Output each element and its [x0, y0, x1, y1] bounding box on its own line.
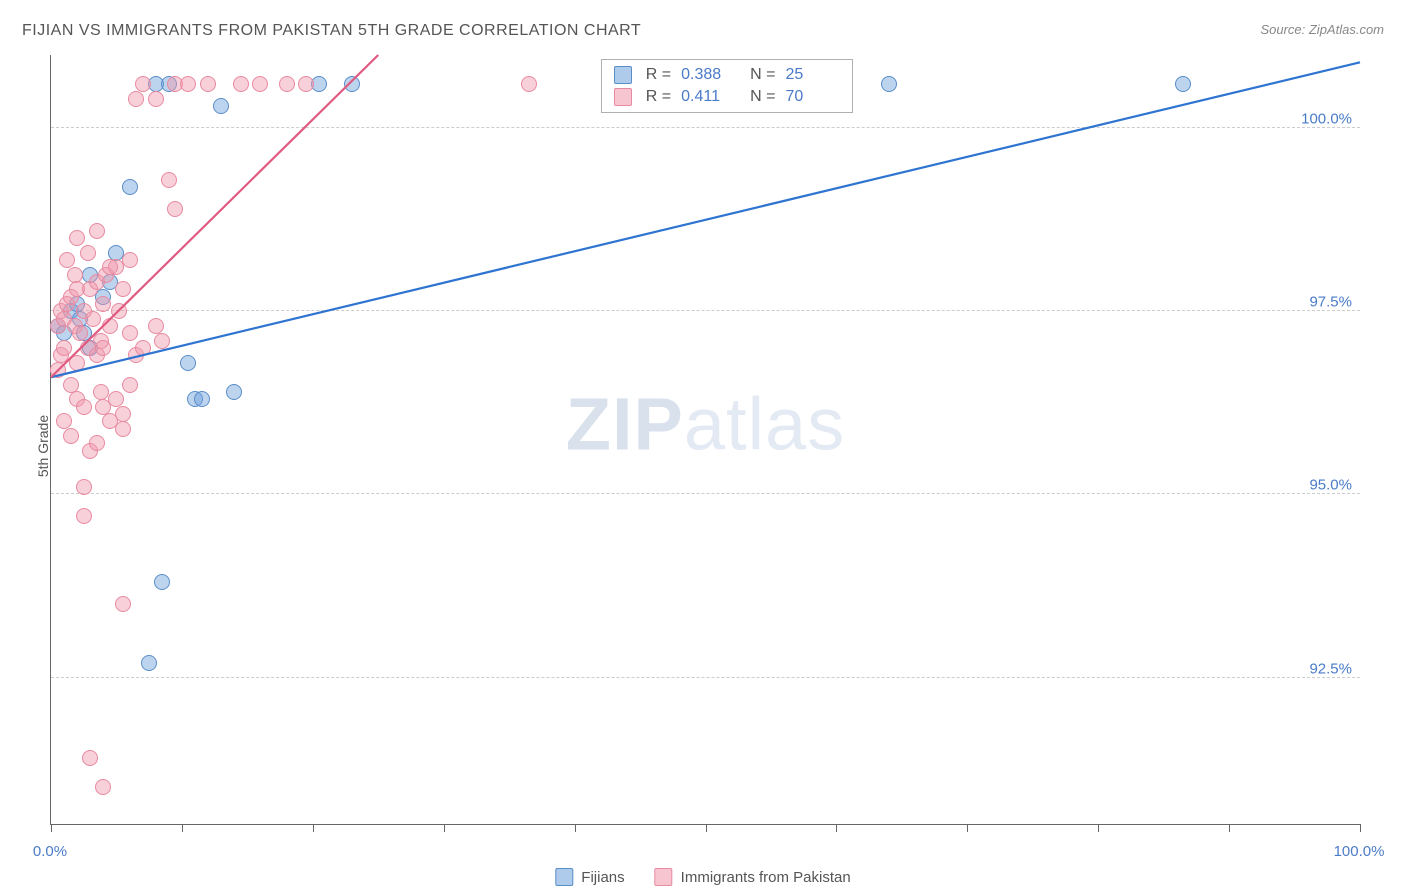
stat-row: R = 0.388 N = 25 — [602, 64, 853, 86]
legend-item-pakistan: Immigrants from Pakistan — [655, 868, 851, 886]
stat-row: R = 0.411 N = 70 — [602, 86, 853, 108]
xtick — [51, 824, 52, 832]
stat-r-value: 0.411 — [681, 88, 736, 106]
y-axis-label: 5th Grade — [35, 415, 51, 477]
legend-label: Fijians — [581, 869, 624, 886]
stat-r-label: R = — [646, 88, 671, 106]
xtick-label: 100.0% — [1334, 843, 1385, 860]
legend-swatch-pink — [655, 868, 673, 886]
xtick — [313, 824, 314, 832]
stat-legend: R = 0.388 N = 25 R = 0.411 N = 70 — [601, 59, 854, 113]
chart-title: FIJIAN VS IMMIGRANTS FROM PAKISTAN 5TH G… — [22, 22, 641, 40]
plot-area: ZIPatlas 92.5%95.0%97.5%100.0%R =0.388N … — [50, 55, 1360, 825]
stat-n-value: 70 — [785, 88, 840, 106]
stat-n-label: N = — [750, 88, 775, 106]
xtick-label: 0.0% — [33, 843, 67, 860]
xtick — [1360, 824, 1361, 832]
stat-r-label: R = — [646, 66, 671, 84]
xtick — [444, 824, 445, 832]
stat-n-value: 25 — [785, 66, 840, 84]
stat-swatch — [614, 88, 632, 106]
trend-lines — [51, 55, 1360, 824]
stat-swatch — [614, 66, 632, 84]
source-label: Source: ZipAtlas.com — [1260, 22, 1384, 37]
xtick — [706, 824, 707, 832]
legend-item-fijians: Fijians — [555, 868, 624, 886]
xtick — [967, 824, 968, 832]
legend-swatch-blue — [555, 868, 573, 886]
stat-r-value: 0.388 — [681, 66, 736, 84]
stat-n-label: N = — [750, 66, 775, 84]
xtick — [1229, 824, 1230, 832]
xtick — [182, 824, 183, 832]
xtick — [575, 824, 576, 832]
xtick — [1098, 824, 1099, 832]
bottom-legend: Fijians Immigrants from Pakistan — [555, 868, 850, 886]
xtick — [836, 824, 837, 832]
legend-label: Immigrants from Pakistan — [681, 869, 851, 886]
